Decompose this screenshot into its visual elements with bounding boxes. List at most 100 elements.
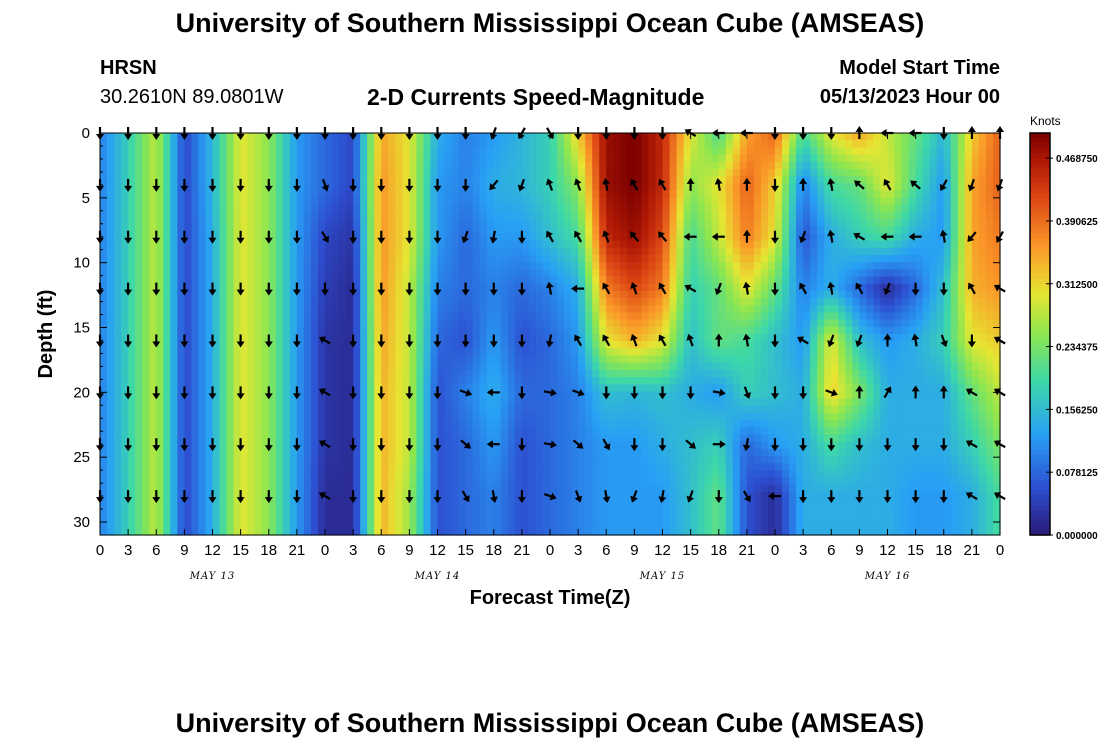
heatmap-cell [697,219,706,227]
heatmap-cell [514,211,523,220]
heatmap-cell [831,204,839,213]
heatmap-cell [908,211,917,220]
heatmap-cell [205,384,214,393]
heatmap-cell [121,204,129,213]
heatmap-cell [325,226,333,235]
heatmap-cell [205,326,214,335]
heatmap-cell [985,168,994,177]
heatmap-cell [578,240,586,249]
heatmap-cell [873,362,882,371]
heatmap-cell [268,204,277,213]
heatmap-cell [627,377,635,385]
heatmap-cell [964,247,973,256]
heatmap-cell [683,384,692,393]
heatmap-cell [585,391,593,400]
heatmap-cell [458,240,467,249]
heatmap-cell [346,319,354,328]
heatmap-cell [325,240,333,249]
heatmap-cell [332,391,340,400]
heatmap-cell [599,362,607,371]
heatmap-cell [718,269,727,278]
heatmap-cell [233,276,242,285]
heatmap-cell [486,219,495,227]
heatmap-cell [395,305,403,314]
heatmap-cell [163,255,171,263]
heatmap-cell [479,369,488,378]
heatmap-cell [170,391,178,400]
heatmap-cell [739,262,748,270]
heatmap-cell [296,204,305,213]
heatmap-cell [114,290,122,299]
heatmap-cell [416,197,425,206]
heatmap-cell [542,168,551,177]
heatmap-cell [219,326,228,335]
heatmap-cell [978,341,987,349]
heatmap-cell [845,262,853,270]
heatmap-cell [325,398,333,407]
heatmap-cell [571,255,579,263]
heatmap-cell [135,391,143,400]
heatmap-cell [880,219,889,227]
heatmap-cell [732,183,741,192]
heatmap-cell [107,176,115,184]
heatmap-cell [936,276,945,285]
heatmap-cell [767,219,776,227]
heatmap-cell [472,298,481,306]
heatmap-cell [416,384,425,393]
heatmap-cell [873,269,882,278]
heatmap-cell [922,204,931,213]
heatmap-cell [346,240,354,249]
heatmap-cell [149,233,157,242]
heatmap-cell [423,240,432,249]
heatmap-cell [296,405,305,414]
heatmap-cell [156,168,164,177]
heatmap-cell [395,255,403,263]
heatmap-cell [465,255,474,263]
heatmap-cell [950,305,959,314]
heatmap-cell [810,326,818,335]
heatmap-cell [275,240,284,249]
heatmap-cell [662,384,671,393]
heatmap-cell [219,312,228,321]
heatmap-cell [641,283,650,292]
heatmap-cell [690,269,699,278]
heatmap-cell [156,405,164,414]
heatmap-cell [500,369,509,378]
heatmap-cell [472,255,481,263]
heatmap-cell [416,226,425,235]
heatmap-cell [507,384,516,393]
heatmap-cell [388,362,396,371]
heatmap-cell [514,319,523,328]
heatmap-cell [796,262,804,270]
heatmap-cell [296,369,305,378]
heatmap-cell [114,398,122,407]
heatmap-cell [571,384,579,393]
heatmap-cell [409,219,418,227]
heatmap-cell [128,348,136,357]
heatmap-cell [493,168,502,177]
heatmap-cell [395,312,403,321]
heatmap-cell [247,305,256,314]
heatmap-cell [711,240,720,249]
heatmap-cell [704,355,713,364]
heatmap-cell [922,233,931,242]
heatmap-cell [507,168,516,177]
heatmap-cell [107,369,115,378]
heatmap-cell [500,240,509,249]
heatmap-cell [444,247,453,256]
heatmap-cell [571,298,579,306]
heatmap-cell [655,305,664,314]
heatmap-cell [992,362,1001,371]
heatmap-cell [641,211,650,220]
heatmap-cell [360,219,368,227]
heatmap-cell [810,183,818,192]
heatmap-cell [915,276,924,285]
heatmap-cell [796,247,804,256]
heatmap-cell [528,326,537,335]
heatmap-cell [557,276,565,285]
heatmap-cell [219,204,228,213]
heatmap-cell [859,391,868,400]
heatmap-cell [725,341,734,349]
heatmap-cell [985,154,994,163]
heatmap-cell [177,319,185,328]
